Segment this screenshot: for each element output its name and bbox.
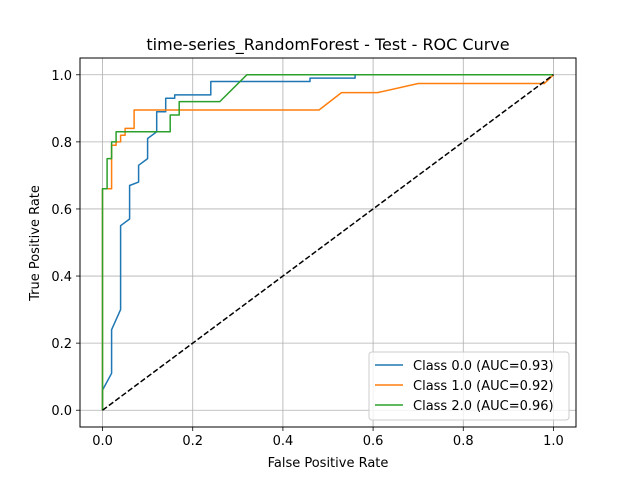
plot-series-layer (101, 74, 555, 411)
legend-entry-label: Class 0.0 (AUC=0.93) (413, 359, 554, 374)
y-tick-label: 0.4 (51, 270, 72, 285)
roc-line-class-2 (101, 74, 554, 411)
legend-entry-label: Class 1.0 (AUC=0.92) (413, 379, 554, 394)
y-axis-label: True Positive Rate (28, 185, 43, 302)
x-tick-label: 0.8 (453, 434, 474, 449)
tick-layer: 0.0 0.2 0.4 0.6 0.8 1.0 0.0 0.2 0.4 0.6 0.8 1.0 (51, 69, 563, 449)
x-tick-label: 0.6 (363, 434, 384, 449)
y-tick-label: 1.0 (51, 69, 72, 84)
legend-box (368, 351, 570, 421)
x-tick-label: 0.2 (182, 434, 203, 449)
x-tick-label: 0.0 (92, 434, 113, 449)
legend: Class 0.0 (AUC=0.93) Class 1.0 (AUC=0.92)… (368, 351, 570, 421)
x-axis-label: False Positive Rate (268, 456, 389, 471)
y-tick-label: 0.6 (51, 203, 72, 218)
y-tick-label: 0.8 (51, 136, 72, 151)
grid-layer (80, 58, 576, 427)
plot-frame (79, 57, 577, 428)
y-tick-label: 0.2 (51, 337, 72, 352)
y-tick-label: 0.0 (51, 404, 72, 419)
chart-title: time-series_RandomForest - Test - ROC Cu… (146, 35, 509, 55)
chance-reference-line (102, 74, 554, 411)
legend-entry-label: Class 2.0 (AUC=0.96) (413, 399, 554, 414)
roc-line-class-0 (101, 74, 554, 411)
x-tick-label: 0.4 (273, 434, 294, 449)
x-tick-label: 1.0 (543, 434, 564, 449)
